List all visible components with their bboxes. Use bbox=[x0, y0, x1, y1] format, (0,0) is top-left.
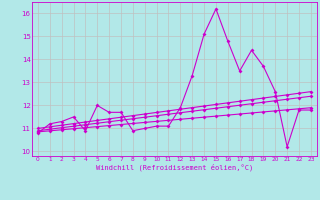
X-axis label: Windchill (Refroidissement éolien,°C): Windchill (Refroidissement éolien,°C) bbox=[96, 164, 253, 171]
